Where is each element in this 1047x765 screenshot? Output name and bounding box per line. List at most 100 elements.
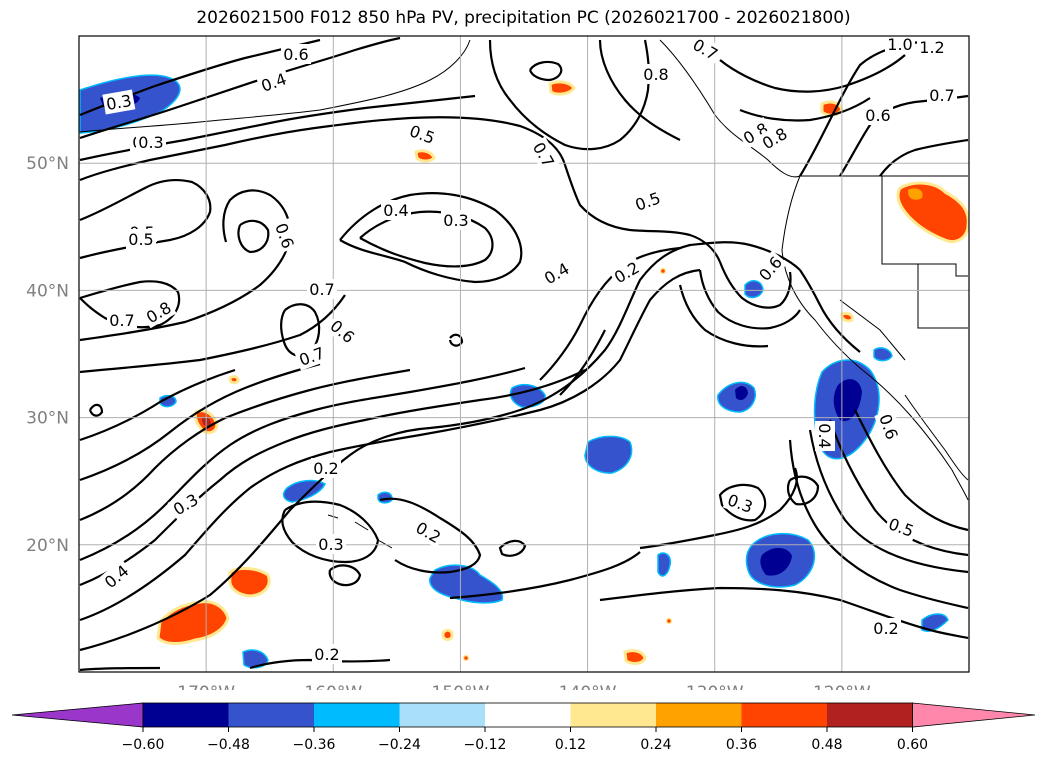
- colorbar-tick: −0.48: [207, 727, 250, 753]
- map-title: 2026021500 F012 850 hPa PV, precipitatio…: [196, 8, 851, 28]
- contour-label: 0.4: [381, 200, 411, 220]
- precip-blob: [908, 188, 923, 200]
- lat-tick-label: 20°N: [26, 536, 69, 556]
- contour-label: 0.3: [136, 132, 166, 152]
- contour-label: 1.0: [885, 34, 915, 54]
- colorbar-bin: [570, 703, 656, 727]
- contour-label: 0.4: [256, 67, 292, 97]
- colorbar-tick: −0.12: [464, 727, 507, 753]
- svg-text:1.2: 1.2: [919, 38, 944, 57]
- svg-text:0.6: 0.6: [865, 106, 890, 125]
- pv-contours: [79, 36, 969, 672]
- svg-text:−0.60: −0.60: [122, 737, 165, 753]
- contour-label: 0.3: [167, 487, 204, 521]
- svg-text:−0.24: −0.24: [378, 737, 421, 753]
- contour-label: 0.7: [687, 32, 724, 66]
- precip-blob: [665, 617, 673, 625]
- svg-text:0.6: 0.6: [326, 316, 358, 347]
- axis-labels: 170°W 160°W 150°W 140°W 130°W 120°W 20°N 30°N 40…: [26, 154, 871, 690]
- svg-text:0.24: 0.24: [640, 737, 671, 753]
- svg-text:−0.12: −0.12: [464, 737, 507, 753]
- svg-text:0.2: 0.2: [313, 459, 338, 478]
- contour-label: 0.2: [410, 515, 447, 549]
- lon-tick-label: 170°W: [177, 683, 235, 690]
- svg-text:0.3: 0.3: [318, 535, 343, 554]
- svg-text:0.3: 0.3: [443, 211, 468, 230]
- precip-blob: [441, 628, 454, 641]
- precip-blob: [509, 383, 546, 408]
- gridlines: [79, 36, 969, 672]
- contour-labels: 0.20.30.40.50.60.70.81.01.20.20.30.40.50…: [98, 32, 957, 664]
- svg-text:0.2: 0.2: [873, 619, 898, 638]
- precip-blob: [840, 311, 854, 323]
- lon-tick-label: 160°W: [304, 683, 362, 690]
- contour-label: 0.5: [630, 186, 666, 216]
- contour-label: 0.2: [312, 644, 342, 664]
- colorbar-bin: [827, 703, 913, 727]
- map-plot: 0.20.30.40.50.60.70.81.01.20.20.30.40.50…: [26, 32, 970, 690]
- contour-label: 0.5: [883, 512, 919, 542]
- contour-label: 0.2: [311, 458, 341, 478]
- contour-label: 0.2: [871, 618, 901, 638]
- contour-label: 0.7: [307, 279, 337, 299]
- lon-tick-label: 130°W: [686, 683, 744, 690]
- svg-text:0.7: 0.7: [109, 311, 134, 330]
- colorbar-tick: −0.60: [122, 727, 165, 753]
- svg-text:0.2: 0.2: [314, 645, 339, 664]
- colorbar-tick: 0.60: [897, 727, 928, 753]
- colorbar-bin: [485, 703, 571, 727]
- svg-text:0.4: 0.4: [815, 423, 834, 448]
- contour-label: 1.2: [917, 37, 947, 57]
- contour-label: 0.7: [927, 85, 957, 105]
- svg-text:0.3: 0.3: [138, 133, 163, 152]
- contour-label: 0.3: [441, 210, 471, 230]
- contour-label: 0.6: [270, 218, 300, 254]
- svg-text:1.0: 1.0: [887, 35, 912, 54]
- contour-label: 0.3: [722, 488, 758, 518]
- lat-tick-label: 40°N: [26, 281, 69, 301]
- precip-blob: [659, 267, 667, 275]
- precip-blob: [156, 600, 230, 645]
- svg-text:0.7: 0.7: [309, 280, 334, 299]
- svg-text:−0.48: −0.48: [207, 737, 250, 753]
- lon-tick-label: 140°W: [559, 683, 617, 690]
- contour-label: 0.6: [324, 313, 361, 349]
- colorbar-tick: 0.12: [555, 727, 586, 753]
- contour-label: 0.4: [538, 256, 575, 290]
- contour-label: 0.6: [874, 409, 904, 445]
- coastlines: [79, 39, 969, 549]
- svg-text:0.4: 0.4: [101, 561, 133, 592]
- precip-blob: [760, 547, 792, 576]
- colorbar-bin: [656, 703, 742, 727]
- colorbar-bin: [314, 703, 400, 727]
- svg-text:0.36: 0.36: [726, 737, 757, 753]
- contour-label: 0.4: [98, 558, 135, 594]
- lon-tick-label: 150°W: [432, 683, 490, 690]
- precip-blob: [242, 649, 269, 669]
- precip-blob: [623, 649, 647, 665]
- contour-label: 0.8: [140, 295, 177, 329]
- lon-tick-label: 120°W: [813, 683, 871, 690]
- contour-label: 0.5: [404, 119, 440, 149]
- svg-text:0.4: 0.4: [383, 201, 408, 220]
- precip-blob: [414, 149, 436, 163]
- precip-blob: [429, 564, 504, 604]
- contour-label: 0.7: [107, 310, 137, 330]
- svg-text:0.6: 0.6: [283, 45, 308, 64]
- contour-label: 0.3: [102, 89, 136, 115]
- precip-blob: [548, 80, 576, 96]
- colorbar-bin: [143, 703, 229, 727]
- precip-positive-anomalies: [156, 80, 970, 665]
- colorbar-tick: −0.24: [378, 727, 421, 753]
- precip-blob: [282, 479, 326, 503]
- colorbar-tick: 0.24: [640, 727, 672, 753]
- svg-text:0.12: 0.12: [555, 737, 586, 753]
- precip-blob: [873, 347, 893, 362]
- svg-text:0.5: 0.5: [128, 230, 153, 249]
- contour-label: 0.7: [294, 341, 330, 371]
- svg-text:0.7: 0.7: [929, 86, 954, 105]
- colorbar-tick: −0.36: [293, 727, 336, 753]
- precip-blob: [744, 280, 764, 299]
- colorbar-tick: 0.36: [726, 727, 757, 753]
- contour-label: 0.3: [316, 534, 346, 554]
